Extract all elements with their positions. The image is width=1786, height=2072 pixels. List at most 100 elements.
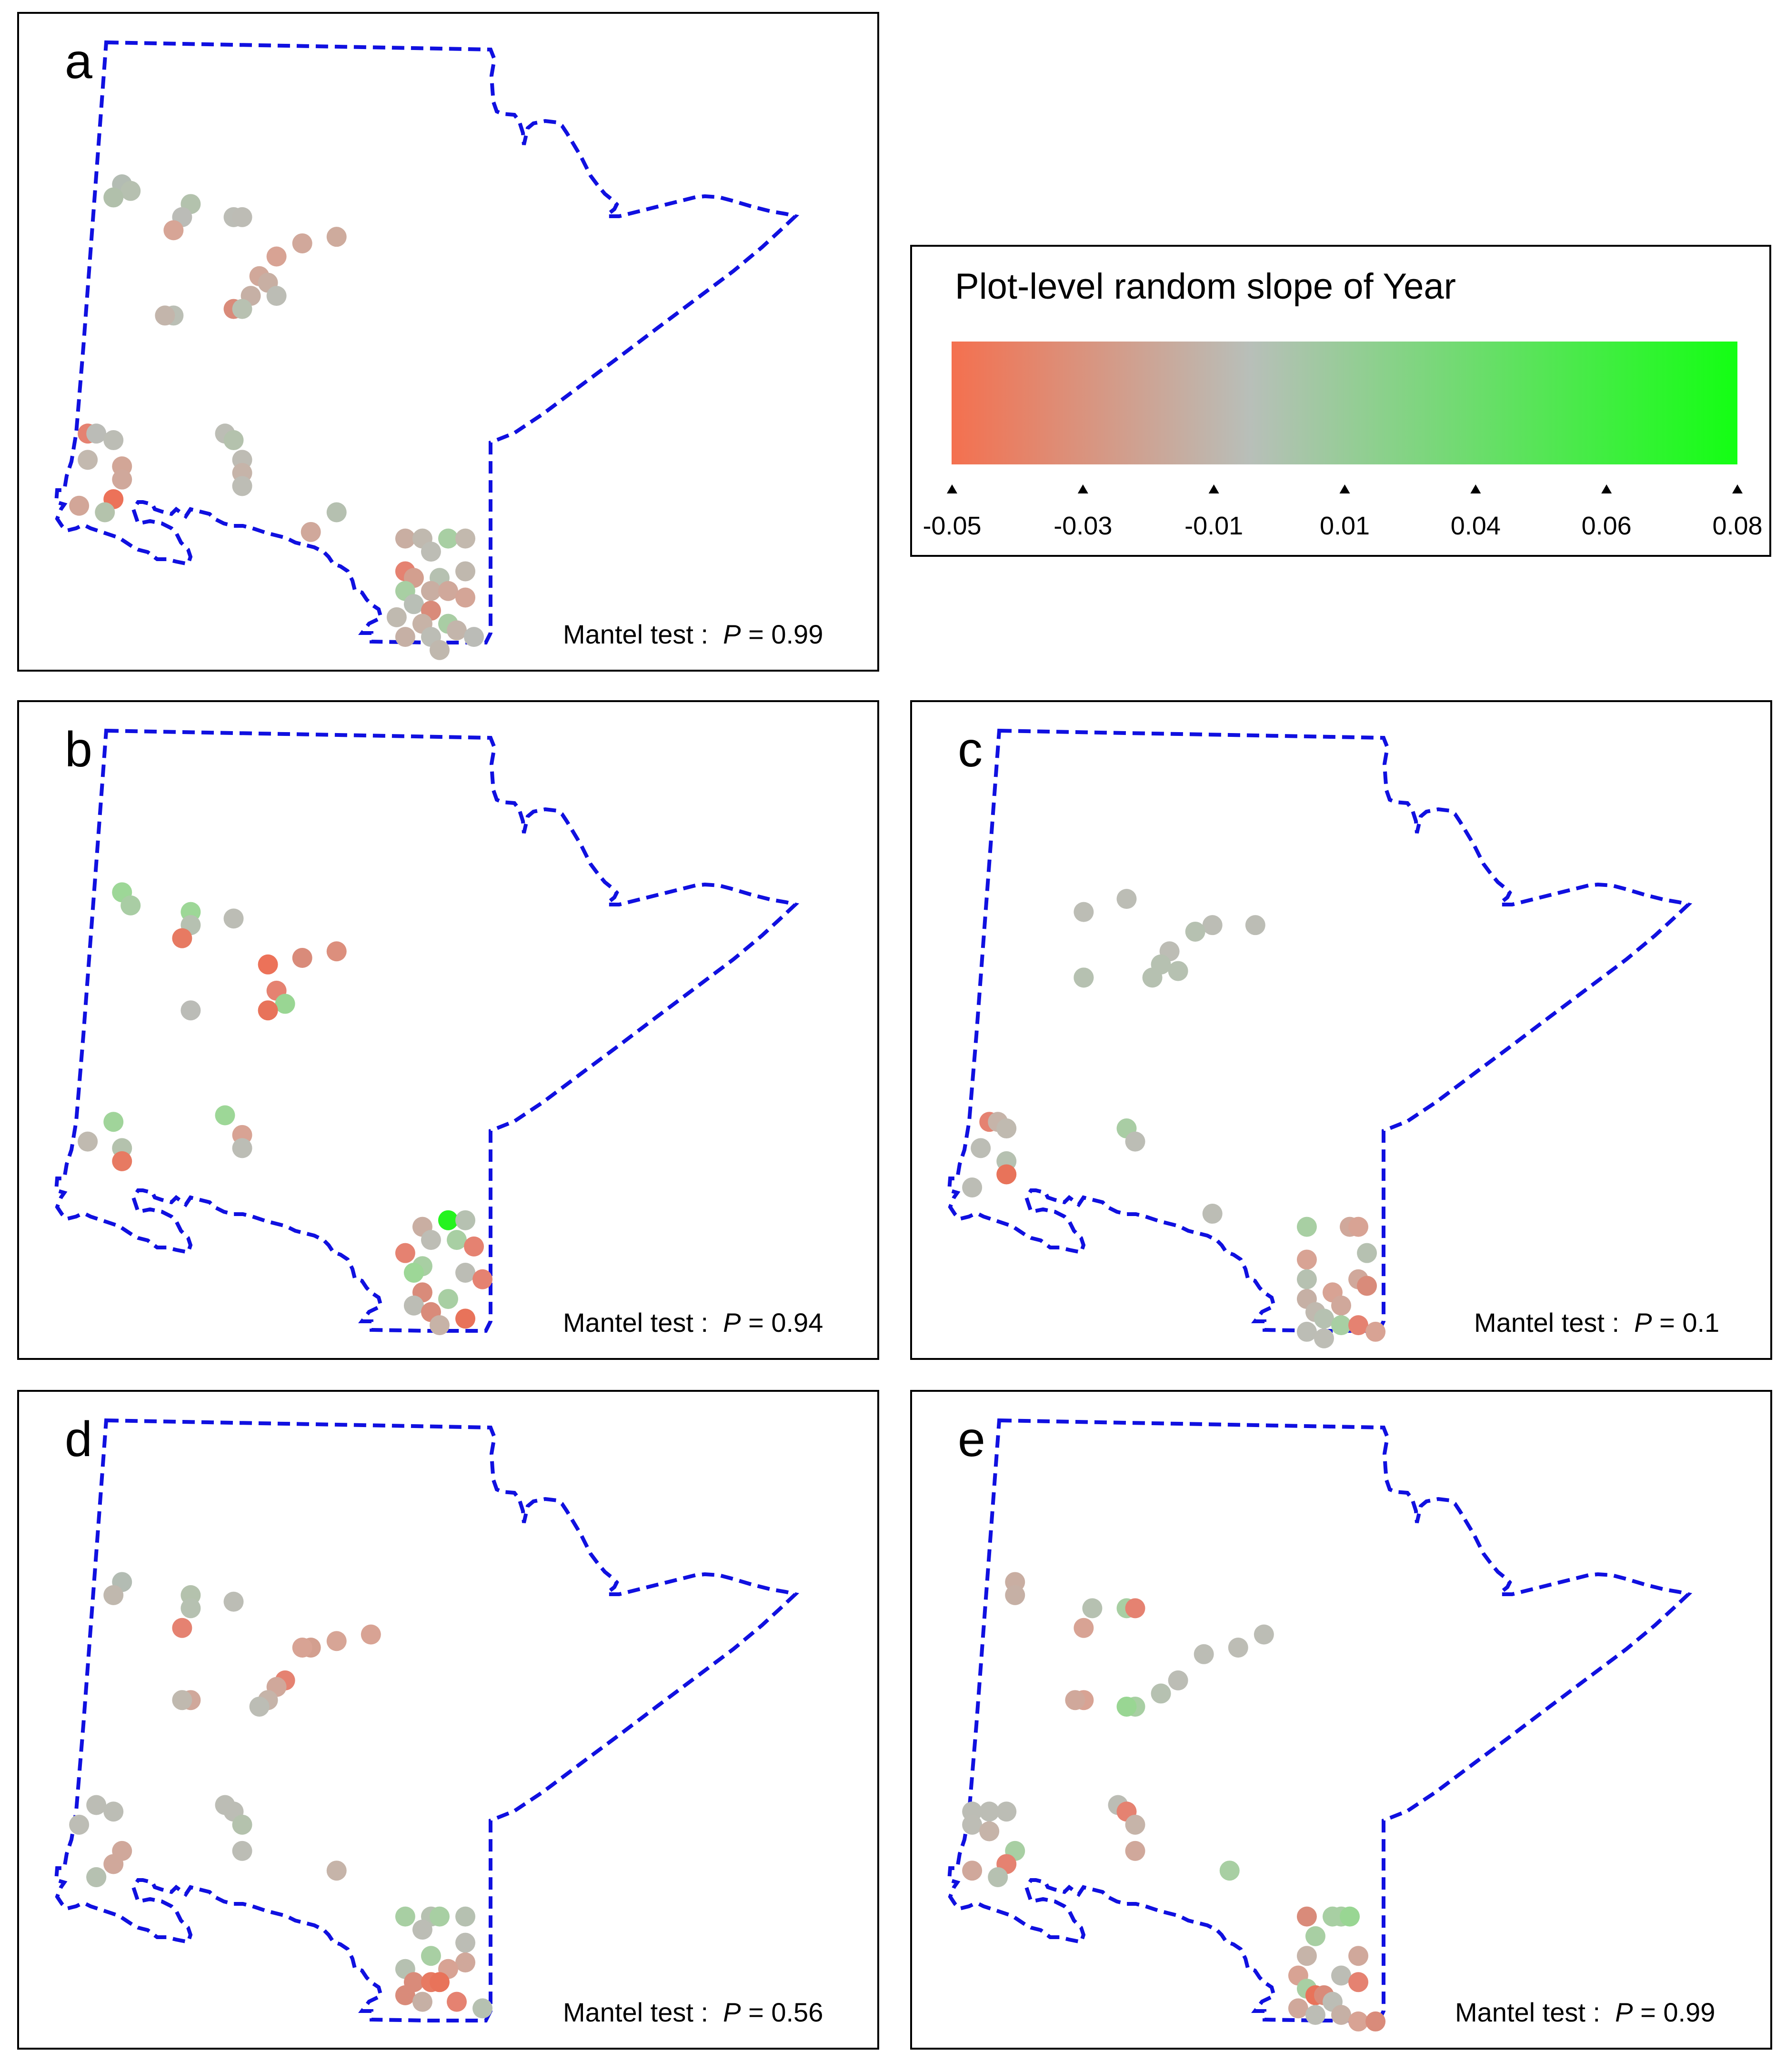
map-panel-a: a Mantel test : P = 0.99 [17, 12, 879, 672]
mantel-test-result: Mantel test : P = 0.1 [1474, 1307, 1719, 1338]
plot-point [1142, 967, 1163, 988]
mantel-label: Mantel test : [563, 619, 709, 649]
plot-point [112, 469, 132, 490]
plot-point [421, 542, 441, 562]
plot-point [86, 423, 107, 444]
plot-point [403, 1262, 424, 1283]
plot-point [1074, 967, 1094, 988]
plot-point [223, 430, 244, 451]
legend-tick [1208, 484, 1219, 493]
plot-point [1074, 902, 1094, 922]
plot-point [232, 476, 252, 496]
legend-tick-label: 0.06 [1581, 512, 1632, 540]
plot-point [429, 1972, 450, 1992]
plot-point [181, 1598, 201, 1619]
plot-point [120, 181, 141, 201]
plot-point [1340, 1906, 1360, 1927]
map-svg-b [54, 728, 800, 1336]
plot-point [971, 1138, 991, 1158]
plot-point [232, 1841, 252, 1861]
plot-point [326, 941, 347, 962]
plot-point [1296, 1946, 1317, 1966]
plot-point [1228, 1638, 1248, 1658]
plot-point [1348, 2011, 1369, 2032]
plot-point [69, 495, 90, 516]
province-boundary [947, 728, 1693, 1333]
plot-point [1296, 1906, 1317, 1927]
plot-point [1082, 1598, 1103, 1619]
map-svg-a [54, 40, 800, 660]
plot-point [455, 1210, 476, 1230]
plot-point [1314, 1328, 1334, 1348]
plot-point [1168, 1670, 1188, 1690]
plot-point [455, 528, 476, 549]
province-boundary [54, 728, 800, 1333]
plot-point [962, 1814, 983, 1835]
p-value: = 0.99 [1640, 1997, 1716, 2027]
plot-point [455, 561, 476, 582]
plot-point [1125, 1841, 1145, 1861]
plot-point [962, 1177, 983, 1197]
plot-point [1365, 1321, 1386, 1342]
plot-point [258, 1000, 278, 1021]
p-value: = 0.56 [748, 1997, 823, 2027]
plot-point [455, 587, 476, 608]
mantel-label: Mantel test : [1455, 1997, 1601, 2027]
panel-label: b [65, 722, 92, 777]
plot-point [1125, 1131, 1145, 1152]
plot-point [266, 246, 287, 267]
plot-point [1296, 1249, 1317, 1270]
plot-point [1348, 1946, 1369, 1966]
legend-tick-label: -0.01 [1184, 512, 1244, 540]
plot-point [112, 1151, 132, 1171]
plot-point [163, 220, 184, 241]
plot-point [1202, 915, 1223, 935]
plot-point [464, 627, 484, 647]
plot-point [232, 1814, 252, 1835]
panel-label: e [958, 1412, 985, 1467]
plot-point [301, 522, 321, 542]
legend-tick-label: 0.01 [1319, 512, 1370, 540]
legend-tick-label: 0.04 [1450, 512, 1501, 540]
plot-point [1365, 2011, 1386, 2032]
plot-point [232, 207, 252, 227]
plot-point [455, 1932, 476, 1953]
plot-point [1357, 1276, 1377, 1296]
plot-point [292, 233, 312, 253]
plot-point [266, 286, 287, 306]
plot-point [1331, 1295, 1351, 1316]
plot-point [155, 305, 175, 326]
legend-tick-label: -0.05 [923, 512, 982, 540]
plot-point [232, 299, 252, 319]
plot-point [962, 1861, 983, 1881]
plot-point [1245, 915, 1265, 935]
plot-point [455, 1262, 476, 1283]
plot-point [438, 581, 458, 601]
map-panel-e: e Mantel test : P = 0.99 [910, 1390, 1772, 2050]
plot-point [429, 1906, 450, 1927]
plot-point [1194, 1644, 1214, 1664]
plot-point [1168, 961, 1188, 981]
plot-point [103, 1801, 124, 1822]
plot-point [78, 1131, 98, 1152]
plot-point [1125, 1814, 1145, 1835]
p-symbol: P [1634, 1308, 1652, 1338]
plot-point [1219, 1861, 1240, 1881]
plot-point [412, 1992, 432, 2012]
mantel-test-result: Mantel test : P = 0.56 [563, 1997, 823, 2028]
plot-point [447, 1230, 467, 1250]
plot-point [326, 502, 347, 523]
plot-point [472, 1998, 493, 2019]
province-boundary [947, 1418, 1693, 2022]
plot-point [438, 1289, 458, 1309]
plot-point [103, 1585, 124, 1605]
plot-point [181, 1000, 201, 1021]
plot-point [292, 1638, 312, 1658]
plot-point [249, 1696, 270, 1717]
color-legend: Plot-level random slope of Year -0.05 -0.… [910, 245, 1771, 557]
plot-point [395, 1906, 415, 1927]
plot-point [1005, 1585, 1025, 1605]
legend-tick-marks [947, 484, 1743, 493]
plot-point [86, 1867, 107, 1887]
plot-point [326, 1631, 347, 1651]
